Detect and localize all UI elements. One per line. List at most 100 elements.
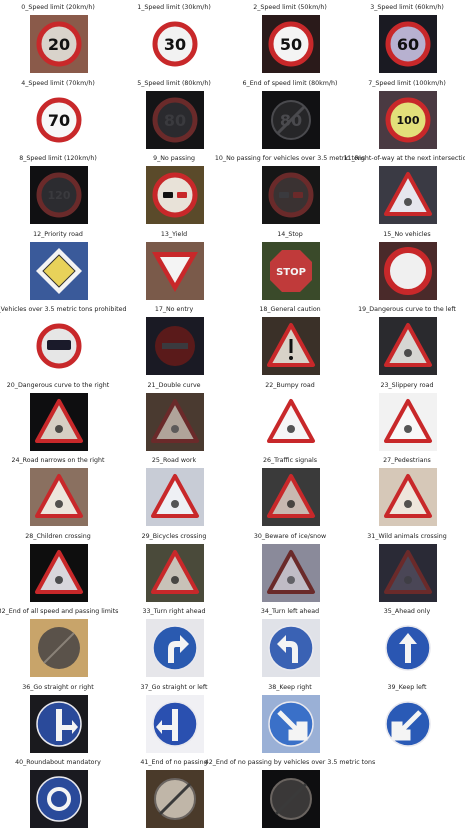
svg-text:120: 120 (48, 189, 71, 202)
sign-cell: 23_Slippery road (349, 378, 465, 453)
sign-cell: 17_No entry (116, 302, 232, 377)
sign-label: 12_Priority road (33, 230, 83, 238)
svg-text:30: 30 (164, 35, 186, 54)
sign-label: 26_Traffic signals (263, 457, 317, 464)
sign-cell: 15_No vehicles (349, 227, 465, 302)
sign-image: 20 (30, 15, 88, 73)
sign-label: 10_No passing for vehicles over 3.5 metr… (214, 155, 366, 162)
svg-text:50: 50 (280, 35, 302, 54)
sign-label: 25_Road work (151, 457, 197, 464)
sign-label: 22_Bumpy road (265, 381, 315, 389)
svg-text:100: 100 (397, 114, 420, 127)
sign-label: 24_Road narrows on the right (11, 457, 105, 464)
sign-image: 80 (146, 90, 204, 149)
sign-image (146, 241, 204, 300)
sign-label: 14_Stop (277, 230, 303, 238)
sign-cell: 9_No passing (116, 151, 232, 226)
sign-image (262, 317, 320, 375)
sign-label: 2_Speed limit (50km/h) (253, 4, 327, 11)
sign-image (146, 317, 204, 375)
sign-image: 100 (379, 90, 437, 149)
sign-cell: 8_Speed limit (120km/h) 120 (0, 151, 116, 226)
sign-label: 40_Roundabout mandatory (15, 759, 101, 766)
sign-label: 13_Yield (160, 230, 188, 238)
sign-cell: 4_Speed limit (70km/h) 70 (0, 76, 116, 151)
sign-image (262, 543, 320, 602)
sign-label: 3_Speed limit (60km/h) (370, 4, 444, 11)
sign-cell: 5_Speed limit (80km/h) 80 (116, 76, 232, 151)
sign-label: 9_No passing (153, 155, 195, 162)
sign-image: 120 (30, 166, 88, 224)
sign-cell: 3_Speed limit (60km/h) 60 (349, 0, 465, 75)
sign-label: 32_End of all speed and passing limits (0, 608, 119, 615)
sign-label: 20_Dangerous curve to the right (6, 381, 110, 389)
sign-image (30, 392, 88, 451)
sign-label: 42_End of no passing by vehicles over 3.… (204, 759, 376, 766)
sign-image (262, 468, 320, 526)
sign-cell: 27_Pedestrians (349, 453, 465, 528)
sign-image (30, 241, 88, 300)
sign-cell: 36_Go straight or right (0, 680, 116, 755)
sign-image (146, 543, 204, 602)
sign-image (262, 166, 320, 224)
sign-image (30, 694, 88, 753)
sign-label: 36_Go straight or right (22, 683, 94, 691)
sign-cell: 35_Ahead only (349, 604, 465, 679)
sign-label: 17_No entry (154, 306, 194, 313)
sign-cell: 11_Right-of-way at the next intersection (344, 151, 465, 226)
sign-image (379, 241, 437, 300)
sign-cell: 37_Go straight or left (116, 680, 232, 755)
sign-cell: 34_Turn left ahead (232, 604, 348, 679)
sign-label: 18_General caution (259, 306, 321, 313)
sign-image (262, 694, 320, 753)
sign-image (379, 543, 437, 602)
sign-cell: 42_End of no passing by vehicles over 3.… (205, 755, 375, 830)
sign-label: 38_Keep right (268, 683, 312, 691)
sign-label: 0_Speed limit (20km/h) (21, 4, 95, 11)
sign-label: 4_Speed limit (70km/h) (21, 79, 95, 87)
svg-text:20: 20 (48, 35, 70, 54)
sign-label: 30_Beware of ice/snow (253, 532, 327, 540)
sign-label: 5_Speed limit (80km/h) (137, 79, 211, 87)
sign-label: 28_Children crossing (25, 532, 91, 540)
sign-image: 30 (146, 15, 204, 73)
svg-text:70: 70 (48, 111, 70, 130)
sign-label: 7_Speed limit (100km/h) (368, 79, 446, 87)
sign-label: 1_Speed limit (30km/h) (137, 4, 211, 11)
sign-label: 21_Double curve (147, 381, 201, 389)
sign-image (30, 770, 88, 828)
sign-cell: 14_Stop STOP (232, 227, 348, 302)
sign-label: 27_Pedestrians (383, 457, 431, 464)
sign-image (379, 468, 437, 526)
sign-cell: 29_Bicycles crossing (116, 529, 232, 604)
sign-cell: 13_Yield (116, 227, 232, 302)
sign-image: 60 (379, 15, 437, 73)
sign-label: 31_Wild animals crossing (367, 532, 447, 540)
sign-label: 6_End of speed limit (80km/h) (242, 79, 338, 87)
sign-cell: 39_Keep left (349, 680, 465, 755)
sign-image (146, 770, 204, 828)
sign-cell: 1_Speed limit (30km/h) 30 (116, 0, 232, 75)
sign-cell: 21_Double curve (116, 378, 232, 453)
sign-label: 35_Ahead only (383, 608, 431, 615)
sign-cell: 32_End of all speed and passing limits (0, 604, 118, 679)
svg-text:80: 80 (164, 111, 186, 130)
sign-cell: 0_Speed limit (20km/h) 20 (0, 0, 116, 75)
sign-cell: 40_Roundabout mandatory (0, 755, 116, 830)
sign-image (262, 619, 320, 677)
sign-image (379, 619, 437, 677)
sign-label: 41_End of no passing (140, 759, 208, 766)
sign-cell: 30_Beware of ice/snow (232, 529, 348, 604)
sign-image: 70 (30, 90, 88, 149)
sign-cell: 33_Turn right ahead (116, 604, 232, 679)
sign-label: 23_Slippery road (380, 381, 434, 389)
sign-cell: 10_No passing for vehicles over 3.5 metr… (215, 151, 365, 226)
sign-image (146, 166, 204, 224)
sign-image (379, 694, 437, 753)
sign-cell: 38_Keep right (232, 680, 348, 755)
sign-image: 80 (262, 90, 320, 149)
sign-image (30, 619, 88, 677)
sign-image (30, 468, 88, 526)
svg-text:60: 60 (397, 35, 419, 54)
sign-cell: 25_Road work (116, 453, 232, 528)
